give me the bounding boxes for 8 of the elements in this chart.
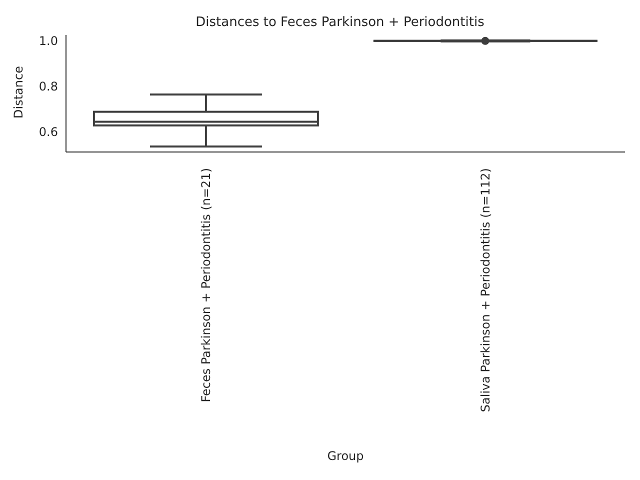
- x-axis-title: Group: [327, 449, 364, 463]
- y-tick-label: 0.8: [38, 80, 58, 94]
- chart-title: Distances to Feces Parkinson + Periodontitis: [196, 15, 485, 30]
- y-tick-label: 1.0: [38, 34, 58, 48]
- x-tick-label: Saliva Parkinson + Periodontitis (n=112): [478, 168, 492, 412]
- y-tick-label: 0.6: [38, 125, 58, 140]
- y-axis-title: Distance: [11, 66, 26, 118]
- x-tick-label: Feces Parkinson + Periodontitis (n=21): [198, 168, 213, 402]
